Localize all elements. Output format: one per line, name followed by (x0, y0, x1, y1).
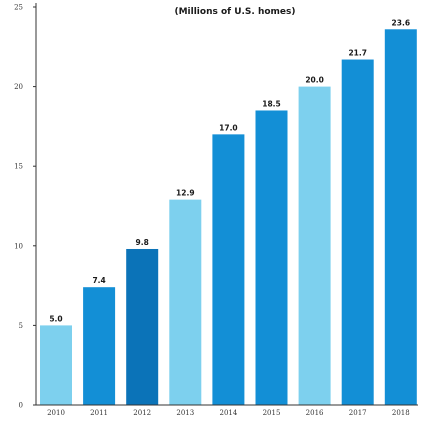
data-label-2011: 7.4 (92, 276, 105, 285)
x-tick-label-2017: 2017 (349, 409, 367, 417)
y-axis-ticks: 0 5 10 15 20 25 (14, 4, 36, 410)
bar-2010 (40, 325, 72, 405)
data-label-2014: 17.0 (219, 123, 238, 132)
y-tick-label: 25 (14, 4, 23, 12)
data-label-2016: 20.0 (305, 76, 324, 85)
x-tick-label-2011: 2011 (90, 409, 108, 417)
x-tick-label-2018: 2018 (392, 409, 410, 417)
x-tick-label-2013: 2013 (176, 409, 194, 417)
y-tick-label: 15 (14, 163, 23, 171)
y-tick-label: 0 (19, 402, 23, 410)
bar-2016 (298, 86, 331, 405)
x-tick-label-2012: 2012 (133, 409, 151, 417)
bar-2014 (212, 134, 245, 406)
y-tick-label: 20 (14, 83, 23, 91)
bar-2011 (83, 287, 116, 405)
x-tick-label-2010: 2010 (47, 409, 65, 417)
data-label-2018: 23.6 (392, 18, 411, 27)
y-tick-label: 5 (19, 322, 23, 330)
x-tick-label-2014: 2014 (219, 409, 237, 417)
data-labels-group: 5.0 7.4 9.8 12.9 17.0 18.5 20.0 21.7 23.6 (49, 18, 410, 323)
y-tick-label: 10 (14, 242, 23, 250)
data-label-2013: 12.9 (176, 189, 195, 198)
data-label-2017: 21.7 (348, 49, 367, 58)
data-label-2012: 9.8 (136, 238, 149, 247)
bars-group (40, 29, 417, 406)
data-label-2010: 5.0 (49, 314, 62, 323)
chart-title: (Millions of U.S. homes) (174, 7, 295, 17)
bar-2013 (169, 199, 202, 405)
data-label-2015: 18.5 (262, 99, 281, 108)
x-tick-label-2016: 2016 (306, 409, 324, 417)
bar-2018 (384, 29, 417, 406)
bar-2017 (341, 59, 374, 405)
x-tick-label-2015: 2015 (263, 409, 281, 417)
x-axis-ticks: 2010 2011 2012 2013 2014 2015 2016 2017 2018 (47, 409, 410, 417)
bar-2015 (255, 110, 288, 405)
bar-2012 (126, 248, 159, 405)
